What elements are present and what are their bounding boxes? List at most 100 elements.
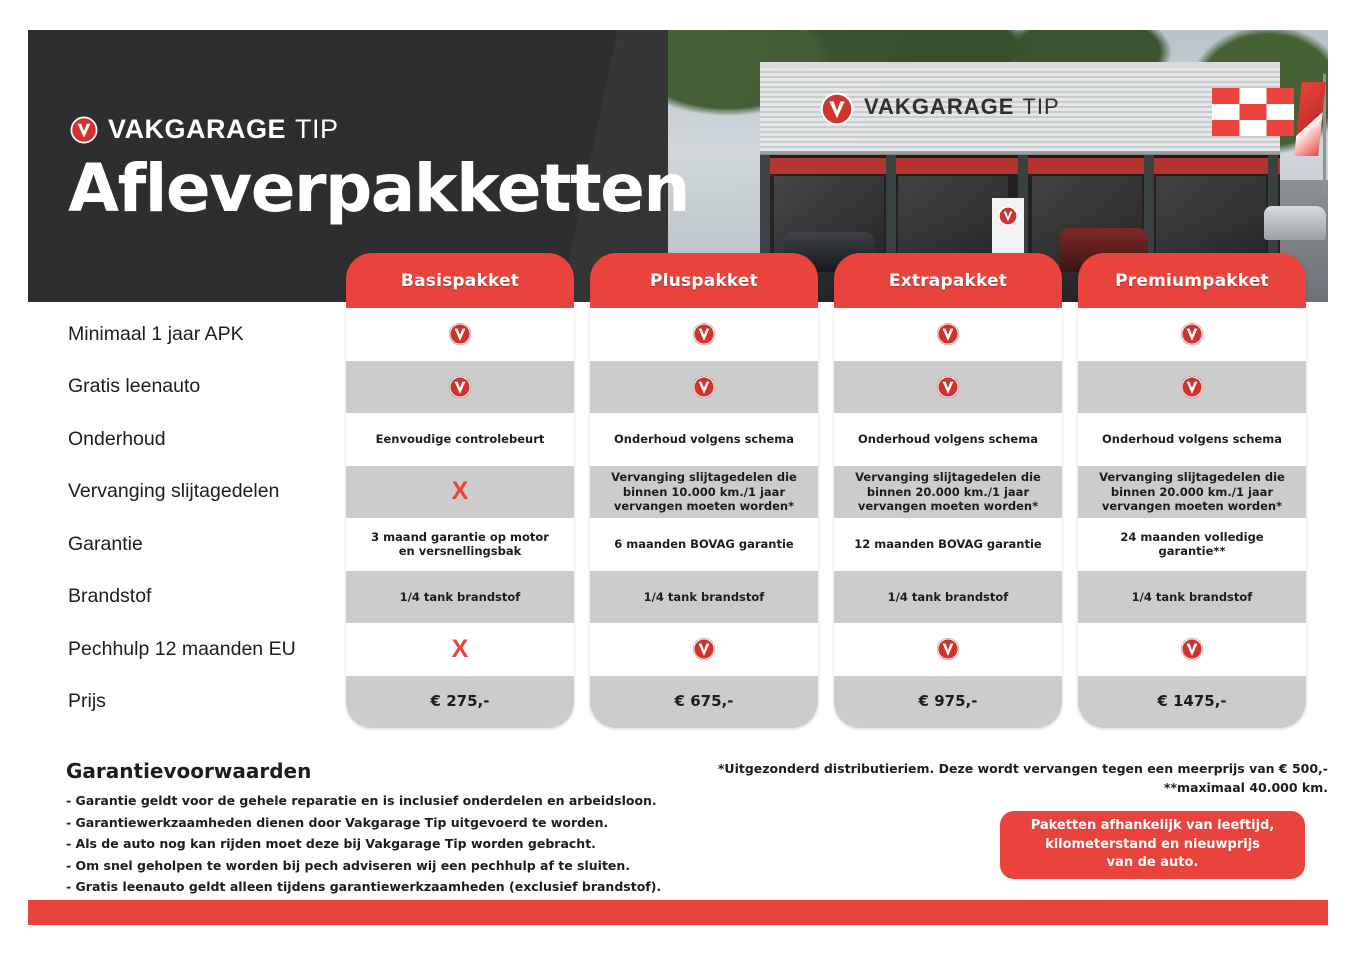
brand-text: VAKGARAGE TIP [108,114,339,145]
cell-text-line: 1/4 tank brandstof [399,589,521,604]
package-header-premiumpakket: Premiumpakket [1078,253,1306,308]
cell-3-2: Onderhoud volgens schema [1078,413,1306,466]
cell-0-3: X [346,465,574,518]
cell-1-7: € 675,- [590,675,818,728]
cell-1-4: 6 maanden BOVAG garantie [590,518,818,571]
vakgarage-v-shield-icon [70,116,98,143]
cell-text: € 675,- [675,692,734,711]
cell-2-7: € 975,- [834,675,1062,728]
cell-text-line: binnen 10.000 km./1 jaar [622,484,786,499]
warranty-condition-3: - Om snel geholpen te worden bij pech ad… [66,857,631,873]
cell-text: 1/4 tank brandstof [888,590,1009,604]
photo-sign-suffix: TIP [1022,94,1060,119]
vakgarage-v-shield-icon [1180,375,1204,398]
vakgarage-v-shield-icon [692,323,716,346]
cell-text: 3 maand garantie op motor en versnellings… [371,530,549,559]
cell-0-5: 1/4 tank brandstof [346,570,574,623]
warranty-condition-0: - Garantie geldt voor de gehele reparati… [66,793,657,808]
warranty-condition-1: - Garantiewerkzaamheden dienen door Vakg… [66,814,609,830]
cell-2-0 [834,308,1062,361]
cross-icon: X [451,477,469,506]
cell-text: Onderhoud volgens schema [614,432,794,446]
package-header-extrapakket: Extrapakket [834,253,1062,308]
cell-text-line: 1/4 tank brandstof [887,589,1009,604]
cell-text: € 275,- [431,692,490,711]
cell-1-5: 1/4 tank brandstof [590,570,818,623]
cell-3-4: 24 maanden volledige garantie** [1078,518,1306,571]
cell-text-line: € 675,- [674,692,734,711]
cell-text-line: binnen 20.000 km./1 jaar [866,484,1030,499]
photo-pillar-1 [760,154,770,302]
cell-text: 1/4 tank brandstof [644,590,765,604]
cell-2-4: 12 maanden BOVAG garantie [834,518,1062,571]
cell-2-2: Onderhoud volgens schema [834,413,1062,466]
cell-text-line: vervangen moeten worden* [1101,498,1283,513]
cell-text-line: € 975,- [918,692,978,711]
package-column-basispakket[interactable]: Basispakket Eenvoudige controlebeurt X 3 m… [346,253,574,728]
cell-text: Vervanging slijtagedelen die binnen 10.00… [611,470,797,513]
cell-text-line: Onderhoud volgens schema [858,432,1038,447]
cell-text-line: Onderhoud volgens schema [614,432,794,447]
package-column-premiumpakket[interactable]: Premiumpakket Onderhoud volgens schema Ve… [1078,253,1306,728]
cell-text-line: vervangen moeten worden* [613,498,795,513]
photo-pillar-2 [886,154,896,302]
vakgarage-v-shield-icon [820,92,854,126]
cell-1-0 [590,308,818,361]
warranty-condition-4: - Gratis leenauto geldt alleen tijdens g… [66,879,662,894]
package-column-extrapakket[interactable]: Extrapakket Onderhoud volgens schema Verv… [834,253,1062,728]
cell-3-0 [1078,308,1306,361]
brand-name: VAKGARAGE [108,114,287,144]
cell-0-2: Eenvoudige controlebeurt [346,413,574,466]
cell-text-line: vervangen moeten worden* [857,498,1039,513]
vakgarage-v-shield-icon [1180,638,1204,661]
cell-text-line: 12 maanden BOVAG garantie [854,537,1042,552]
cell-text: 12 maanden BOVAG garantie [854,537,1041,551]
cell-2-1 [834,360,1062,413]
vakgarage-v-shield-icon [936,638,960,661]
cell-1-6 [590,623,818,676]
photo-sign-brand: VAKGARAGE [864,94,1015,119]
cross-icon: X [451,634,469,663]
cell-text-line: € 275,- [430,692,490,711]
notice-line-1: kilometerstand en nieuwprijs [1045,836,1260,852]
package-header-pluspakket: Pluspakket [590,253,818,308]
cell-text: 1/4 tank brandstof [1132,590,1253,604]
vakgarage-v-shield-icon [936,375,960,398]
feature-label-3: Vervanging slijtagedelen [68,480,280,503]
vakgarage-v-shield-icon [1180,323,1204,346]
photo-canopy-top [760,62,1280,70]
poster-header: VAKGARAGE TIP VAKGARAGE TIP Afleverpakkett… [28,30,1328,302]
cell-text: Onderhoud volgens schema [858,432,1038,446]
brand-suffix: TIP [295,114,339,144]
cell-text-line: Vervanging slijtagedelen die [855,470,1041,485]
feature-label-1: Gratis leenauto [68,375,201,398]
cell-text: € 975,- [919,692,978,711]
cell-text-line: 24 maanden volledige garantie** [1120,529,1264,559]
footnote-2: **maximaal 40.000 km. [1163,779,1328,795]
cell-text-line: binnen 20.000 km./1 jaar [1110,484,1274,499]
feature-label-6: Pechhulp 12 maanden EU [68,637,296,660]
cell-text-line: 6 maanden BOVAG garantie [614,537,794,552]
page-title: Afleverpakketten [68,150,690,227]
cell-3-3: Vervanging slijtagedelen die binnen 20.00… [1078,465,1306,518]
cell-text: € 1475,- [1157,692,1226,711]
notice-line-2: van de auto. [1106,855,1199,871]
photo-flag-pole [1323,74,1326,194]
package-column-pluspakket[interactable]: Pluspakket Onderhoud volgens schema Verva… [590,253,818,728]
cell-1-2: Onderhoud volgens schema [590,413,818,466]
cell-text-line: 1/4 tank brandstof [643,589,765,604]
bottom-red-bar [28,900,1328,925]
cell-3-6 [1078,623,1306,676]
cell-2-5: 1/4 tank brandstof [834,570,1062,623]
notice-line-0: Paketten afhankelijk van leeftijd, [1030,817,1275,833]
photo-sign-text: VAKGARAGE TIP [864,94,1060,120]
brand-lockup: VAKGARAGE TIP [70,114,339,145]
cell-0-0 [346,308,574,361]
red-white-checkerboard-icon [1212,88,1294,136]
feature-label-column: Minimaal 1 jaar APK Gratis leenauto Onderh… [68,308,368,728]
cell-text-line: 1/4 tank brandstof [1131,589,1253,604]
vakgarage-v-shield-icon [998,206,1018,226]
warranty-conditions-title: Garantievoorwaarden [66,759,312,783]
cell-text-line: Onderhoud volgens schema [1102,432,1282,447]
